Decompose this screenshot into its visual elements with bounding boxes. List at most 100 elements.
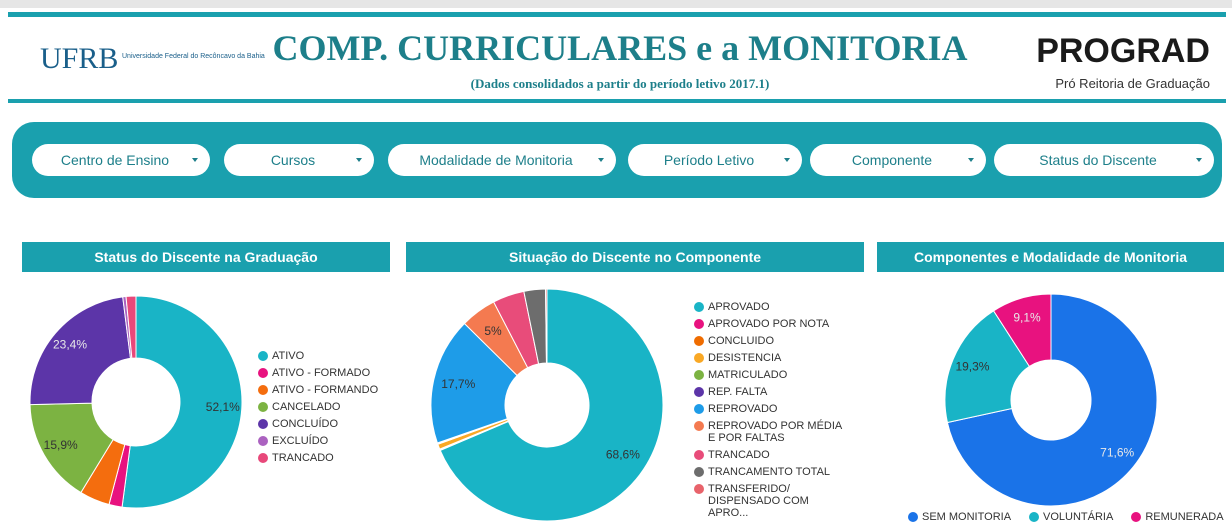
legend-label: REPROVADO [708,403,778,415]
filter-dropdown[interactable]: Cursos [224,144,374,176]
section-title: Situação do Discente no Componente [406,242,864,272]
top-band [0,0,1232,8]
filter-dropdown[interactable]: Status do Discente [994,144,1214,176]
data-label: 68,6% [606,447,640,461]
pie-slice [125,295,137,359]
legend-swatch [694,467,704,477]
legend-item: REMUNERADA [1131,511,1224,523]
pie-slice [430,322,518,444]
legend-swatch [694,484,704,494]
legend-item: MATRICULADO [694,369,844,381]
title: COMP. CURRICULARES e a MONITORIA [272,28,967,68]
logo-left-text: Universidade Federal do Recôncavo da Bah… [122,53,265,60]
legend-item: CONCLUÍDO [258,418,408,430]
legend-item: ATIVO - FORMANDO [258,384,408,396]
legend-label: ATIVO [272,350,305,362]
legend-label: REMUNERADA [1145,511,1224,523]
logo-right-mark: PROGRAD [1036,32,1210,70]
pie-slice [944,310,1031,424]
pie-slice [946,293,1158,507]
legend-swatch [694,421,704,431]
legend-label: MATRICULADO [708,369,788,381]
legend-label: CONCLUÍDO [272,418,339,430]
filter-dropdown[interactable]: Período Letivo [628,144,802,176]
data-label: 71,6% [1100,446,1134,460]
data-label: 17,7% [441,377,475,391]
data-label: 52,1% [206,400,240,414]
subtitle: (Dados consolidados a partir do período … [471,76,770,91]
data-label: 5% [484,324,502,338]
legend-label: TRANCADO [272,452,334,464]
legend: ATIVO ATIVO - FORMADO ATIVO - FORMANDO CANC… [258,350,408,464]
legend-item: APROVADO POR NOTA [694,318,844,330]
legend-label: TRANCAMENTO TOTAL [708,466,831,478]
legend-item: REPROVADO [694,403,844,415]
pie-slice [29,296,132,406]
legend-swatch [258,436,268,446]
logo-left-mark: UFRB [40,42,118,75]
legend-swatch [258,402,268,412]
legend-item: TRANCADO [694,449,844,461]
legend-swatch [1131,512,1142,522]
legend: APROVADO APROVADO POR NOTA CONCLUIDO DESIST… [694,301,844,519]
legend-swatch [258,368,268,378]
section-title: Componentes e Modalidade de Monitoria [877,242,1224,272]
legend-label: REPROVADO POR MÉDIA E POR FALTAS [708,420,842,444]
legend-item: REPROVADO POR MÉDIA E POR FALTAS [694,420,844,444]
data-label: 9,1% [1013,311,1041,325]
data-label: 19,3% [955,360,989,374]
header-line [8,12,1226,17]
legend-item: ATIVO [258,350,408,362]
header-line [8,99,1226,103]
filter-bar [12,122,1222,198]
legend-swatch [694,336,704,346]
legend-label: TRANCADO [708,449,770,461]
section-title: Status do Discente na Graduação [22,242,390,272]
data-label: 23,4% [53,337,87,351]
legend-swatch [1029,512,1040,522]
legend-item: SEM MONITORIA [908,511,1011,523]
data-label: 15,9% [44,438,78,452]
pie-slice [439,288,664,522]
legend-swatch [908,512,918,522]
legend-item: REP. FALTA [694,386,844,398]
legend-item: TRANCAMENTO TOTAL [694,466,844,478]
legend-item: VOLUNTÁRIA [1029,511,1113,523]
legend-label: CANCELADO [272,401,341,413]
pie-slice [992,293,1052,368]
filter-dropdown[interactable]: Centro de Ensino [32,144,210,176]
legend-label: EXCLUÍDO [272,435,329,447]
legend-swatch [258,419,268,429]
legend-label: TRANSFERIDO/ DISPENSADO COM APRO... [708,483,809,519]
legend-swatch [258,453,268,463]
legend-item: ATIVO - FORMADO [258,367,408,379]
legend-label: DESISTENCIA [708,352,782,364]
legend-item: DESISTENCIA [694,352,844,364]
legend-item: CONCLUIDO [694,335,844,347]
legend-label: REP. FALTA [708,386,768,398]
legend-item: TRANSFERIDO/ DISPENSADO COM APRO... [694,483,844,519]
legend-label: VOLUNTÁRIA [1043,511,1114,523]
filter-dropdown[interactable]: Componente [810,144,986,176]
legend-label: SEM MONITORIA [922,511,1012,523]
legend-label: ATIVO - FORMANDO [272,384,379,396]
legend-item: CANCELADO [258,401,408,413]
legend-swatch [258,385,268,395]
legend-swatch [694,450,704,460]
legend-item: EXCLUÍDO [258,435,408,447]
legend: SEM MONITORIA VOLUNTÁRIA REMUNERADA [908,511,1224,523]
legend-swatch [694,387,704,397]
legend-swatch [694,302,704,312]
pie-slice [121,295,243,509]
legend-item: APROVADO [694,301,844,313]
pie-slice [545,288,548,364]
filter-dropdown[interactable]: Modalidade de Monitoria [388,144,616,176]
legend-label: APROVADO [708,301,770,313]
legend-item: TRANCADO [258,452,408,464]
logo-right-text: Pró Reitoria de Graduação [1055,76,1210,91]
legend-label: ATIVO - FORMADO [272,367,371,379]
legend-label: CONCLUIDO [708,335,775,347]
pie-slice [29,402,114,494]
